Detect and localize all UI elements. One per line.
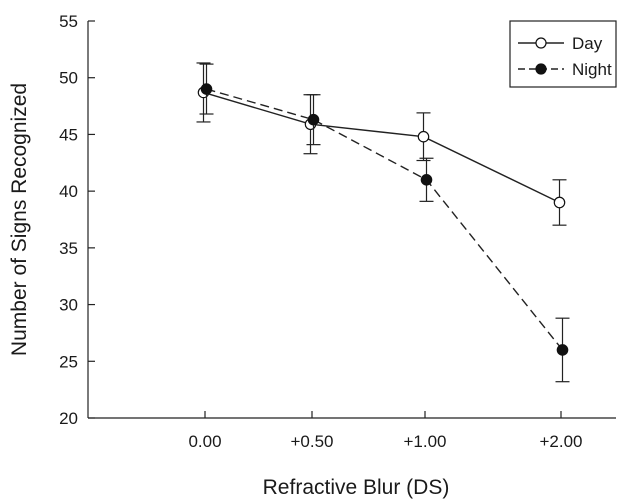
series-line xyxy=(206,88,564,351)
legend-item-day: Day xyxy=(518,34,603,53)
legend-box xyxy=(509,20,617,88)
y-tick-label: 25 xyxy=(59,352,78,371)
data-point xyxy=(307,113,320,126)
y-tick-label: 40 xyxy=(59,182,78,201)
series-layer xyxy=(196,62,570,383)
axes xyxy=(87,21,616,419)
series-night xyxy=(199,63,570,383)
y-tick-label: 35 xyxy=(59,239,78,258)
series-line xyxy=(203,91,560,204)
data-point xyxy=(417,130,430,143)
legend-item-night: Night xyxy=(518,60,612,79)
data-point xyxy=(553,196,566,209)
y-tick-label: 45 xyxy=(59,125,78,144)
data-point xyxy=(420,174,433,186)
x-axis-title: Refractive Blur (DS) xyxy=(263,476,450,499)
x-ticks: 0.00 +0.50 +1.00 +2.00 xyxy=(188,411,583,451)
y-tick-label: 50 xyxy=(59,69,78,88)
x-tick-label: +2.00 xyxy=(539,432,582,451)
legend-label: Day xyxy=(572,34,603,53)
legend-marker xyxy=(535,63,547,75)
y-tick-label: 30 xyxy=(59,296,78,315)
x-tick-label: +1.00 xyxy=(403,432,446,451)
legend-label: Night xyxy=(572,60,612,79)
y-tick-label: 55 xyxy=(59,12,78,31)
x-tick-label: 0.00 xyxy=(188,432,221,451)
y-axis-title: Number of Signs Recognized xyxy=(8,83,31,356)
data-point xyxy=(556,344,569,356)
legend: Day Night xyxy=(509,20,617,88)
y-ticks: 20 25 30 35 40 45 50 55 xyxy=(59,12,95,428)
x-tick-label: +0.50 xyxy=(290,432,333,451)
data-point xyxy=(200,83,213,95)
y-tick-label: 20 xyxy=(59,409,78,428)
legend-marker xyxy=(535,37,547,49)
